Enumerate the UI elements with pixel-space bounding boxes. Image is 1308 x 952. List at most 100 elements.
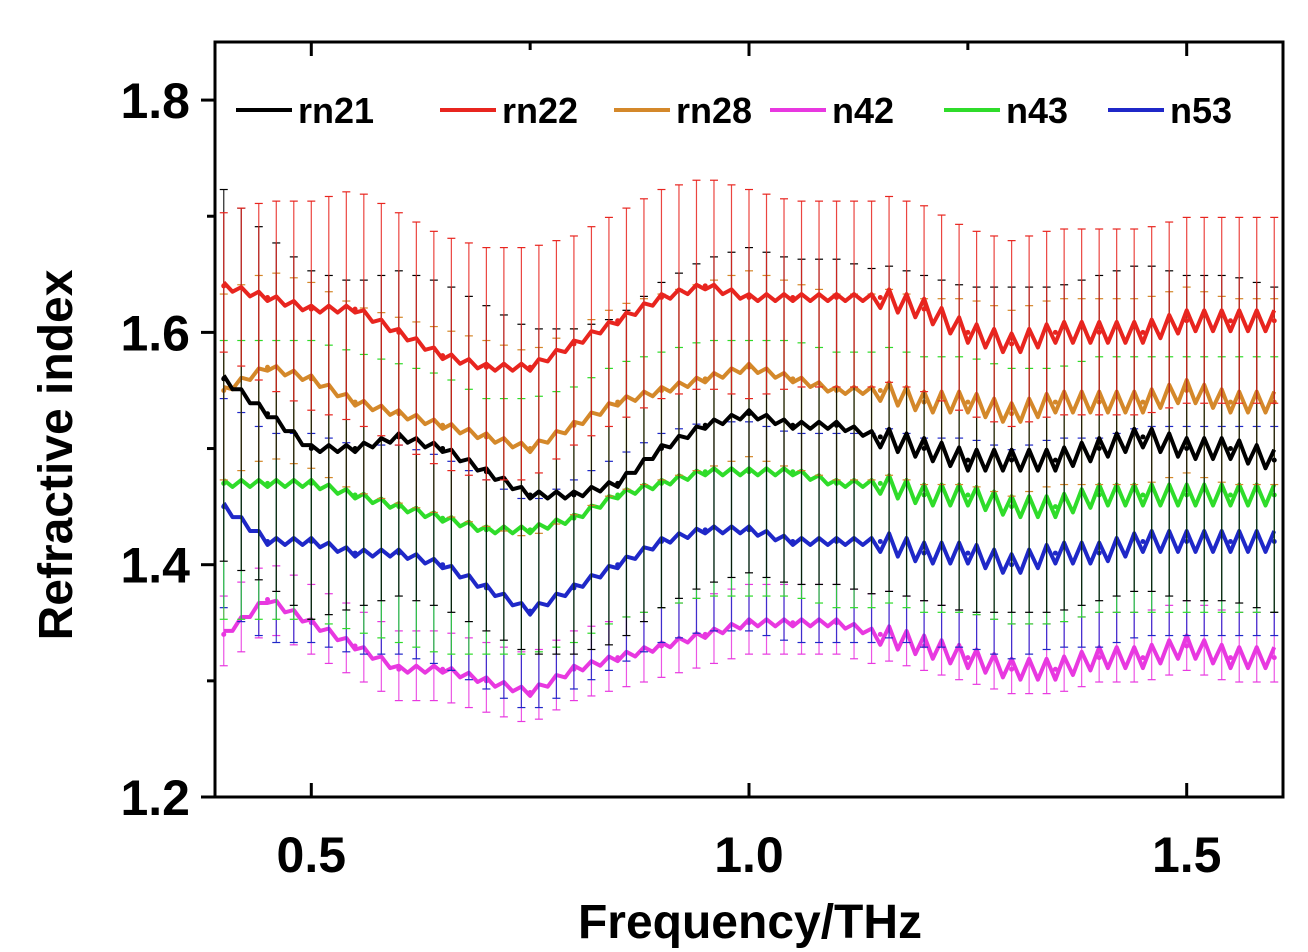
point-n42 (790, 620, 796, 626)
point-n43 (702, 469, 708, 475)
point-n42 (615, 655, 621, 661)
point-rn21 (440, 446, 446, 452)
point-rn21 (834, 422, 840, 428)
point-n42 (265, 597, 271, 603)
point-rn21 (1184, 446, 1190, 452)
point-rn21 (527, 492, 533, 498)
point-rn22 (615, 318, 621, 324)
point-n43 (440, 515, 446, 521)
point-rn21 (352, 446, 358, 452)
point-rn21 (1227, 446, 1233, 452)
point-rn28 (1227, 399, 1233, 405)
point-n43 (790, 469, 796, 475)
point-n43 (615, 492, 621, 498)
point-rn22 (1009, 341, 1015, 347)
point-rn22 (790, 295, 796, 301)
point-rn21 (571, 492, 577, 498)
legend: rn21 rn22 rn28 n42 n43 n53 (232, 84, 1232, 134)
point-n42 (1140, 655, 1146, 661)
point-rn22 (527, 364, 533, 370)
legend-label-rn21: rn21 (298, 90, 374, 131)
point-rn21 (1140, 434, 1146, 440)
point-rn28 (352, 399, 358, 405)
point-rn22 (965, 329, 971, 335)
point-rn21 (658, 446, 664, 452)
point-n42 (1096, 655, 1102, 661)
point-rn21 (746, 411, 752, 417)
x-axis-title: Frequency/THz (578, 896, 922, 949)
point-n43 (965, 492, 971, 498)
point-rn22 (921, 306, 927, 312)
point-n42 (396, 666, 402, 672)
point-n43 (1140, 492, 1146, 498)
point-rn22 (746, 295, 752, 301)
point-rn21 (308, 446, 314, 452)
point-rn28 (615, 399, 621, 405)
point-n42 (1052, 666, 1058, 672)
point-rn21 (702, 422, 708, 428)
legend-label-n43: n43 (1006, 90, 1068, 131)
x-tick-label: 1.5 (1152, 827, 1222, 883)
point-rn22 (1184, 318, 1190, 324)
point-rn28 (790, 376, 796, 382)
point-n53 (1140, 538, 1146, 544)
point-n42 (1271, 655, 1277, 661)
y-tick-label: 1.6 (120, 305, 190, 361)
point-n53 (615, 562, 621, 568)
point-n42 (1227, 655, 1233, 661)
point-rn22 (1140, 329, 1146, 335)
point-n53 (1052, 550, 1058, 556)
point-rn22 (834, 295, 840, 301)
point-n53 (1227, 538, 1233, 544)
point-rn22 (308, 306, 314, 312)
point-n42 (1184, 643, 1190, 649)
point-n42 (658, 643, 664, 649)
point-n43 (527, 527, 533, 533)
point-n42 (965, 655, 971, 661)
point-rn28 (1140, 399, 1146, 405)
point-n53 (265, 538, 271, 544)
point-rn28 (527, 446, 533, 452)
point-rn22 (1052, 329, 1058, 335)
point-n53 (790, 538, 796, 544)
point-n42 (877, 631, 883, 637)
point-n43 (877, 480, 883, 486)
point-n53 (877, 538, 883, 544)
point-rn28 (965, 399, 971, 405)
y-tick-label: 1.4 (120, 538, 190, 594)
point-rn22 (352, 306, 358, 312)
point-n43 (352, 492, 358, 498)
point-n42 (352, 643, 358, 649)
point-rn21 (265, 411, 271, 417)
point-rn28 (877, 387, 883, 393)
point-rn21 (790, 422, 796, 428)
point-rn22 (1096, 329, 1102, 335)
y-tick-label: 1.2 (120, 770, 190, 826)
point-rn21 (1052, 457, 1058, 463)
y-axis-title: Refractive index (30, 269, 83, 640)
series-layer (219, 179, 1279, 723)
point-rn22 (877, 295, 883, 301)
point-n53 (352, 550, 358, 556)
point-n53 (527, 608, 533, 614)
point-rn22 (483, 364, 489, 370)
point-n43 (265, 480, 271, 486)
point-rn21 (877, 434, 883, 440)
x-tick-label: 1.0 (714, 827, 784, 883)
point-n42 (440, 666, 446, 672)
point-rn21 (921, 446, 927, 452)
legend-label-rn22: rn22 (502, 90, 578, 131)
point-rn22 (265, 295, 271, 301)
line-rn22 (222, 281, 1277, 373)
point-rn22 (1271, 318, 1277, 324)
point-rn22 (702, 283, 708, 289)
point-rn21 (615, 480, 621, 486)
x-tick-label: 0.5 (277, 827, 347, 883)
point-rn28 (702, 376, 708, 382)
point-rn28 (1052, 399, 1058, 405)
point-rn21 (965, 457, 971, 463)
axes-layer: 0.5 1.0 1.5 1.2 1.4 1.6 1.8 (120, 42, 1221, 883)
point-rn22 (571, 341, 577, 347)
series-rn22 (219, 179, 1279, 481)
